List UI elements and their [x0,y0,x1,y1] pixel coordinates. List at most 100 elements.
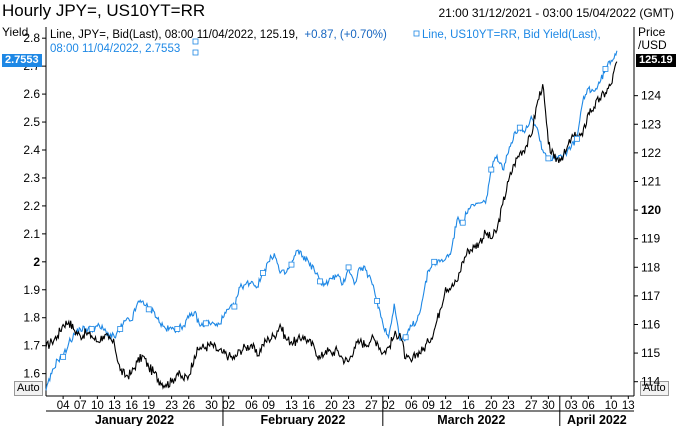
legend-marker-2 [192,49,199,56]
left-axis-title: Yield [2,25,29,39]
x-tick-label: 23 [165,400,178,412]
legend-jpy-prefix: Line, JPY=, Bid(Last), 08:00 11/04/2022,… [50,29,298,41]
x-tick-label: 06 [405,400,418,412]
right-tick-label: 115 [641,346,660,360]
us10y-marker [574,135,580,142]
x-tick-label: 30 [542,400,555,412]
us10y-marker [317,278,323,285]
us10y-marker [545,155,552,162]
left-tick-label: 2.2 [23,199,40,213]
us10y-marker [60,353,67,360]
left-tick-label: 1.9 [23,283,40,297]
x-tick-label: 03 [565,400,578,412]
x-tick-label: 02 [222,400,235,412]
legend-marker-1 [192,38,199,45]
x-tick-label: 20 [325,400,338,412]
left-tick-label: 2.4 [23,143,40,157]
right-axis: 114 115 116 117 118 119 120 121 122 123 124 [634,89,661,389]
left-tick-label: 1.6 [23,367,40,381]
x-tick-label: 30 [205,400,218,412]
left-tick-label: 1.7 [23,339,40,353]
left-tick-label: 2.5 [23,115,40,129]
left-tick-label: 2 [33,255,40,269]
left-tick-label: 2.1 [23,227,40,241]
series-line-jpy [45,61,618,390]
left-axis: 1.61.71.81.922.12.22.32.42.52.62.72.8 [23,31,46,381]
x-tick-label: 23 [502,400,515,412]
us10y-marker [288,261,295,268]
left-last-value-tag: 2.7553 [2,54,42,67]
x-tick-label: 04 [57,400,70,412]
left-tick-label: 2.8 [23,31,40,45]
x-axis: 04 07 10 13 16 19 23 26 30 02 06 09 13 16 20 23 27 02 06 09… [57,396,635,412]
x-tick-label: 12 [439,400,452,412]
right-axis-title-line1: Price [638,25,666,39]
right-tick-label: 123 [641,117,661,131]
x-tick-label: 13 [622,400,635,412]
right-tick-label: 120 [641,203,661,217]
x-tick-label: 02 [382,400,395,412]
right-tick-label: 122 [641,146,661,160]
x-tick-label: 09 [422,400,435,412]
legend-jpy-change: +0.87, (+0.70%) [304,29,387,41]
left-tick-label: 2.6 [23,87,40,101]
chart-title: Hourly JPY=, US10YT=RR [2,1,206,20]
x-tick-label: 07 [74,400,87,412]
us10y-marker [88,326,95,332]
right-tick-label: 124 [641,89,661,103]
x-tick-label: 20 [485,400,498,412]
date-range: 21:00 31/12/2021 - 03:00 15/04/2022 (GMT… [438,6,675,20]
x-tick-label: 16 [302,400,315,412]
left-tick-label: 1.8 [23,311,40,325]
right-tick-label: 119 [641,232,660,246]
x-tick-label: 06 [582,400,595,412]
us10y-marker [345,264,352,271]
right-axis-title-line2: /USD [638,38,667,52]
right-tick-label: 121 [641,174,661,188]
legend-us10y-line2: 08:00 11/04/2022, 2.7553 [50,43,180,55]
legend-us10y-line1: Line, US10YT=RR, Bid Yield(Last), [422,29,601,41]
us10y-marker [202,320,209,327]
x-tick-label: 10 [91,400,104,412]
left-auto-scale-button[interactable]: Auto [14,381,43,396]
right-tick-label: 116 [641,317,660,331]
us10y-marker [459,219,466,226]
series-markers-us10y [60,66,609,360]
x-tick-label: 09 [262,400,275,412]
us10y-marker [174,326,181,332]
us10y-marker [117,326,124,332]
us10y-marker [260,270,266,276]
x-tick-label: 27 [525,400,538,412]
us10y-marker [488,166,495,173]
x-tick-label: 13 [285,400,298,412]
us10y-marker [516,124,523,131]
left-tick-label: 2.3 [23,171,40,185]
us10y-marker [602,66,609,72]
us10y-marker [145,306,152,313]
x-tick-label: 23 [342,400,355,412]
right-tick-label: 118 [641,260,660,274]
x-tick-label: 16 [125,400,138,412]
legend-jpy: Line, JPY=, Bid(Last), 08:00 11/04/2022,… [50,29,387,41]
us10y-marker [231,303,238,310]
x-tick-label: 19 [142,400,155,412]
x-tick-label: 26 [182,400,195,412]
month-label: January 2022 [95,413,174,426]
x-tick-label: 10 [605,400,618,412]
x-tick-label: 13 [108,400,121,412]
right-tick-label: 114 [641,375,660,389]
right-last-value-tag: 125.19 [636,54,676,67]
month-label: March 2022 [437,413,505,426]
month-axis: January 2022 February 2022 March 2022 April… [95,396,627,426]
x-tick-label: 27 [365,400,378,412]
right-tick-label: 117 [641,289,660,303]
legend-marker-3 [413,30,420,37]
us10y-marker [374,298,381,304]
right-auto-scale-button[interactable]: Auto [640,381,669,396]
series-line-us10y [45,50,618,391]
x-tick-label: 16 [462,400,475,412]
month-label: February 2022 [261,413,346,426]
us10y-marker [402,334,409,341]
us10y-marker [431,258,438,265]
